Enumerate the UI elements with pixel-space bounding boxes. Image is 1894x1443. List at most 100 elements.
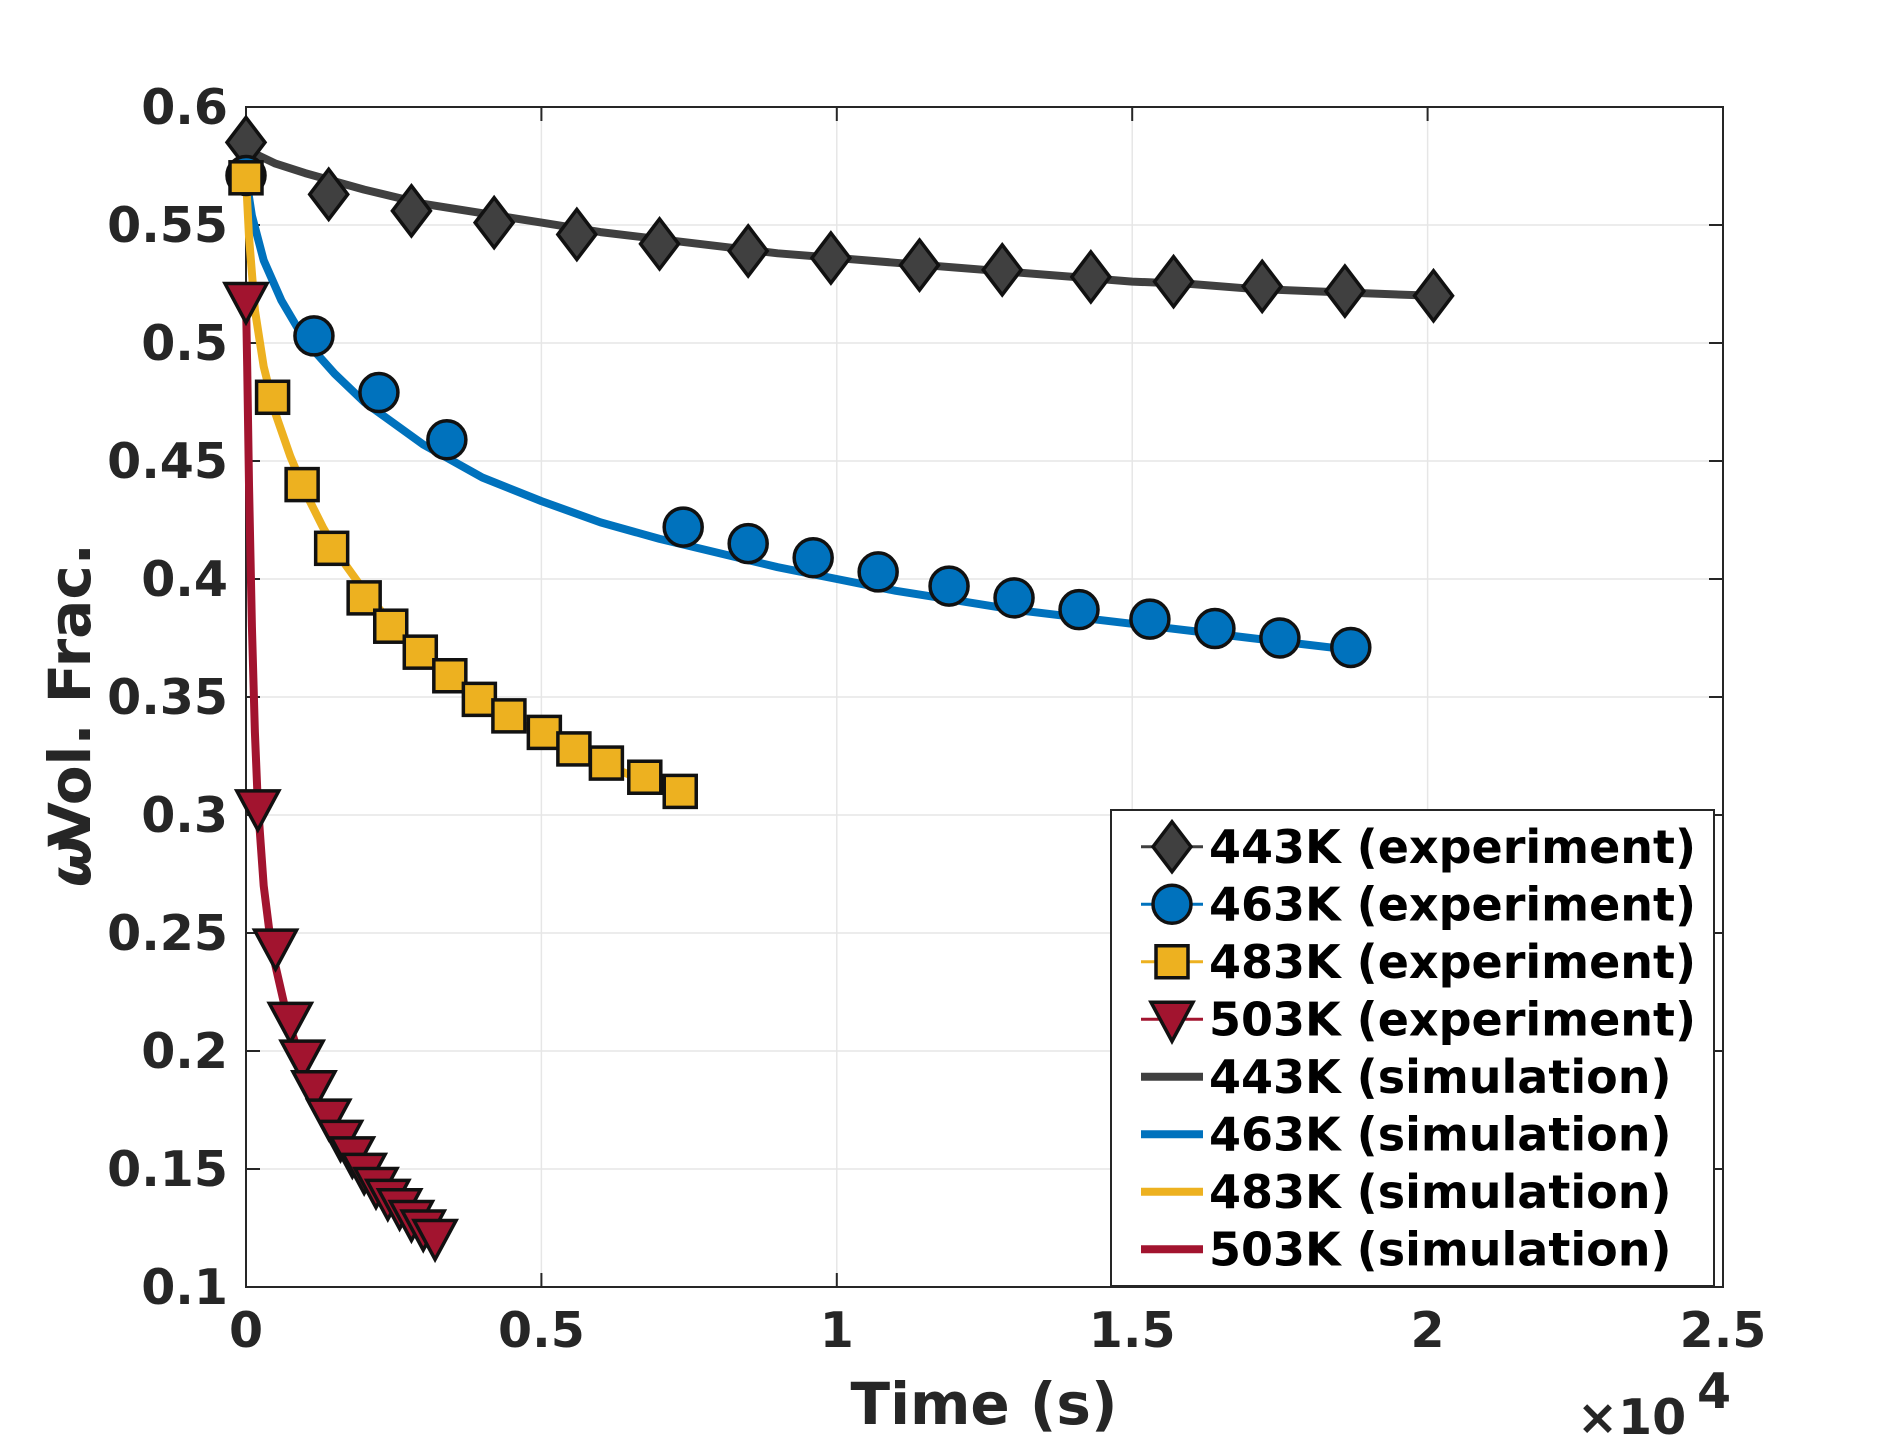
- data-point-503k-experiment: [251, 928, 300, 973]
- data-point-443k-experiment: [726, 223, 770, 279]
- x-tick-label: 0: [229, 1302, 263, 1359]
- data-point-463k-experiment: [857, 551, 899, 593]
- y-tick-label: 0.35: [107, 669, 228, 726]
- series-line-443k-simulation: [244, 145, 1434, 300]
- series-markers-443k-experiment: [224, 114, 1455, 324]
- data-point-463k-experiment: [662, 506, 704, 548]
- data-point-463k-experiment: [1058, 588, 1100, 631]
- series-markers-503k-experiment: [222, 281, 459, 1264]
- data-point-463k-experiment: [1194, 607, 1236, 650]
- data-point-503k-experiment: [290, 1070, 338, 1115]
- series-markers-463k-experiment: [225, 154, 1372, 669]
- data-point-483k-experiment: [556, 731, 592, 767]
- y-tick-label: 0.25: [107, 905, 228, 962]
- legend-entry: 483K (experiment): [1141, 935, 1696, 989]
- data-point-463k-experiment: [727, 522, 769, 565]
- data-point-483k-experiment: [588, 745, 625, 781]
- legend-marker-sample: [1150, 818, 1194, 875]
- data-point-503k-experiment: [222, 281, 270, 327]
- y-tick-label: 0.1: [141, 1259, 228, 1316]
- data-point-483k-experiment: [402, 634, 439, 670]
- data-point-483k-experiment: [372, 608, 409, 644]
- legend-label: 463K (experiment): [1209, 877, 1696, 931]
- y-tick-label: 0.2: [141, 1023, 228, 1080]
- data-point-483k-experiment: [491, 698, 527, 734]
- data-point-483k-experiment: [254, 379, 291, 416]
- data-point-463k-experiment: [792, 537, 834, 579]
- legend-label: 503K (experiment): [1209, 992, 1696, 1046]
- data-point-483k-experiment: [313, 530, 350, 567]
- data-point-443k-experiment: [307, 166, 350, 223]
- x-tick-label: 1: [820, 1302, 854, 1359]
- legend-marker-sample: [1154, 944, 1190, 980]
- data-point-463k-experiment: [358, 371, 400, 414]
- data-point-503k-experiment: [233, 789, 282, 834]
- data-point-483k-experiment: [627, 759, 663, 795]
- x-tick-label: 2: [1411, 1302, 1445, 1359]
- data-point-483k-experiment: [432, 658, 468, 694]
- legend-box: [1110, 809, 1715, 1287]
- x-axis-exponent-base: ×10: [1577, 1389, 1686, 1439]
- y-tick-label: 0.5: [141, 315, 228, 372]
- series-layer: [222, 114, 1455, 1264]
- tick-label-layer: 0 0.5 1 1.5 2 2.5 0.1 0.15 0.2 0.25 0.3 0.35 0.4 0.45…: [107, 79, 1766, 1359]
- data-point-463k-experiment: [993, 577, 1035, 619]
- data-point-463k-experiment: [293, 315, 335, 357]
- legend-label: 463K (simulation): [1209, 1107, 1671, 1161]
- legend-entry: 463K (experiment): [1141, 877, 1696, 931]
- legend-entry: 443K (simulation): [1141, 1050, 1671, 1104]
- x-tick-label: 0.5: [498, 1302, 585, 1359]
- data-point-443k-experiment: [1069, 249, 1113, 305]
- data-point-443k-experiment: [1152, 253, 1195, 310]
- y-tick-label: 0.3: [141, 787, 228, 844]
- data-point-483k-experiment: [526, 714, 563, 751]
- data-point-503k-experiment: [278, 1039, 327, 1084]
- x-axis-exponent-power: 4: [1697, 1363, 1731, 1420]
- data-point-443k-experiment: [809, 230, 853, 286]
- data-point-503k-experiment: [266, 1001, 315, 1047]
- data-point-463k-experiment: [928, 565, 970, 607]
- data-point-463k-experiment: [1330, 626, 1372, 669]
- data-point-443k-experiment: [1323, 263, 1367, 319]
- data-point-443k-experiment: [555, 206, 599, 263]
- legend-label: 443K (experiment): [1209, 820, 1696, 874]
- legend-marker-sample: [1151, 883, 1193, 925]
- y-tick-label: 0.15: [107, 1141, 228, 1198]
- data-point-443k-experiment: [1412, 267, 1455, 324]
- data-point-483k-experiment: [228, 160, 264, 196]
- x-tick-label: 2.5: [1680, 1302, 1767, 1359]
- data-point-463k-experiment: [426, 419, 468, 461]
- legend-label: 503K (simulation): [1209, 1222, 1671, 1276]
- data-point-483k-experiment: [461, 681, 498, 718]
- legend-entry: 503K (experiment): [1141, 992, 1696, 1046]
- data-point-483k-experiment: [346, 580, 382, 616]
- data-point-443k-experiment: [390, 182, 433, 239]
- data-point-463k-experiment: [1129, 598, 1171, 640]
- x-axis-title: Time (s): [851, 1370, 1118, 1438]
- data-point-443k-experiment: [1240, 258, 1284, 315]
- y-axis-title-text: Vol. Frac.: [36, 543, 104, 847]
- y-tick-label: 0.55: [107, 197, 228, 254]
- x-tick-label: 1.5: [1089, 1302, 1176, 1359]
- y-axis-title-symbol: ω: [36, 837, 104, 887]
- series-markers-483k-experiment: [228, 160, 698, 810]
- data-point-503k-experiment: [411, 1218, 459, 1264]
- legend: 443K (experiment)463K (experiment)483K (…: [1110, 809, 1715, 1287]
- y-tick-label: 0.4: [141, 551, 228, 608]
- data-point-443k-experiment: [638, 215, 681, 272]
- y-axis-title: ω Vol. Frac.: [36, 543, 104, 887]
- legend-entry: 503K (simulation): [1141, 1222, 1671, 1276]
- y-tick-label: 0.6: [141, 79, 228, 136]
- legend-entry: 463K (simulation): [1141, 1107, 1671, 1161]
- legend-marker-sample: [1148, 1000, 1196, 1045]
- legend-entry: 443K (experiment): [1141, 818, 1696, 875]
- legend-label: 483K (experiment): [1209, 935, 1696, 989]
- legend-entry: 483K (simulation): [1141, 1165, 1671, 1219]
- y-tick-label: 0.45: [107, 433, 228, 490]
- legend-label: 483K (simulation): [1209, 1165, 1671, 1219]
- data-point-483k-experiment: [662, 773, 698, 810]
- data-point-483k-experiment: [284, 466, 320, 503]
- data-point-443k-experiment: [472, 194, 516, 251]
